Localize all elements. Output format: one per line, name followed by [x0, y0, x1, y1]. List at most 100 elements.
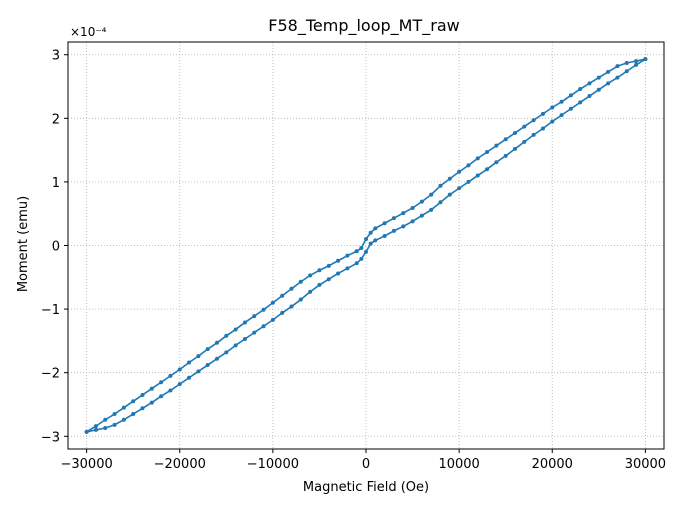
data-point	[364, 249, 368, 254]
data-point	[475, 156, 480, 161]
data-point	[289, 304, 294, 309]
x-tick-label: −20000	[154, 457, 206, 472]
data-point	[112, 412, 117, 417]
data-point	[540, 111, 545, 116]
data-point	[578, 100, 583, 105]
data-point	[596, 87, 601, 92]
data-point	[317, 282, 322, 287]
data-point	[149, 386, 154, 391]
data-point	[159, 380, 164, 385]
data-point	[550, 119, 555, 124]
data-point	[103, 426, 108, 431]
data-point	[345, 253, 350, 258]
data-point	[233, 343, 238, 348]
data-point	[429, 192, 434, 197]
data-point	[568, 93, 573, 98]
data-point	[354, 249, 359, 254]
data-point	[401, 211, 406, 216]
data-point	[438, 200, 443, 205]
data-point	[438, 183, 443, 188]
data-point	[615, 75, 620, 80]
data-point	[522, 124, 527, 129]
data-point	[447, 176, 452, 181]
y-tick-label: −3	[41, 430, 60, 445]
data-point	[205, 347, 210, 352]
data-point	[587, 94, 592, 99]
data-point	[140, 406, 145, 411]
data-point	[494, 160, 499, 165]
data-point	[233, 327, 238, 332]
data-point	[531, 118, 536, 123]
chart-title: F58_Temp_loop_MT_raw	[268, 16, 459, 36]
data-point	[410, 219, 415, 224]
data-point	[373, 238, 378, 243]
data-point	[289, 286, 294, 291]
data-point	[280, 293, 285, 298]
data-point	[177, 367, 182, 372]
data-point	[457, 186, 462, 191]
series-layer	[84, 57, 648, 434]
y-axis-label: Moment (emu)	[16, 196, 31, 292]
data-point	[559, 113, 564, 118]
data-point	[382, 221, 387, 226]
series-2	[84, 57, 648, 434]
data-point	[308, 273, 313, 278]
data-point	[359, 246, 364, 251]
data-point	[429, 207, 434, 212]
x-tick-label: 30000	[625, 457, 666, 472]
data-point	[513, 146, 517, 151]
data-point	[308, 289, 313, 294]
data-point	[391, 216, 396, 221]
series-1	[84, 57, 648, 434]
x-tick-label: −10000	[247, 457, 299, 472]
data-point	[559, 99, 564, 104]
data-point	[368, 230, 373, 235]
y-tick-label: 1	[52, 176, 60, 191]
data-point	[131, 399, 136, 404]
data-point	[447, 192, 452, 197]
data-point	[187, 360, 192, 365]
data-point	[606, 69, 611, 74]
data-point	[345, 266, 350, 271]
data-point	[261, 307, 266, 312]
data-point	[121, 405, 126, 410]
data-point	[540, 126, 545, 131]
y-tick-label: 0	[52, 240, 60, 255]
data-point	[196, 354, 201, 359]
data-point	[466, 163, 471, 168]
data-point	[131, 412, 136, 417]
data-point	[270, 300, 275, 305]
x-tick-label: −30000	[61, 457, 113, 472]
data-point	[634, 62, 639, 67]
data-point	[298, 297, 303, 302]
data-point	[103, 417, 108, 422]
data-point	[326, 277, 331, 282]
data-point	[252, 330, 257, 335]
data-point	[242, 320, 247, 325]
data-point	[578, 87, 583, 92]
data-point	[359, 256, 364, 261]
data-point	[177, 382, 182, 387]
data-point	[368, 241, 373, 246]
data-point	[382, 233, 387, 238]
data-point	[215, 340, 219, 345]
y-tick-label: 3	[52, 49, 60, 64]
data-point	[112, 422, 117, 427]
x-tick-label: 20000	[532, 457, 573, 472]
data-point	[93, 427, 98, 432]
data-point	[242, 336, 247, 341]
data-point	[261, 324, 266, 329]
x-axis-ticks: −30000 −20000 −10000 0 10000 20000 30000	[61, 449, 666, 472]
data-point	[168, 373, 173, 378]
data-point	[298, 279, 303, 284]
data-point	[187, 375, 192, 380]
data-point	[522, 139, 527, 144]
data-point	[457, 169, 462, 174]
data-point	[624, 60, 629, 65]
data-point	[317, 268, 322, 273]
data-point	[364, 237, 368, 242]
data-point	[168, 388, 173, 393]
data-point	[196, 369, 201, 374]
